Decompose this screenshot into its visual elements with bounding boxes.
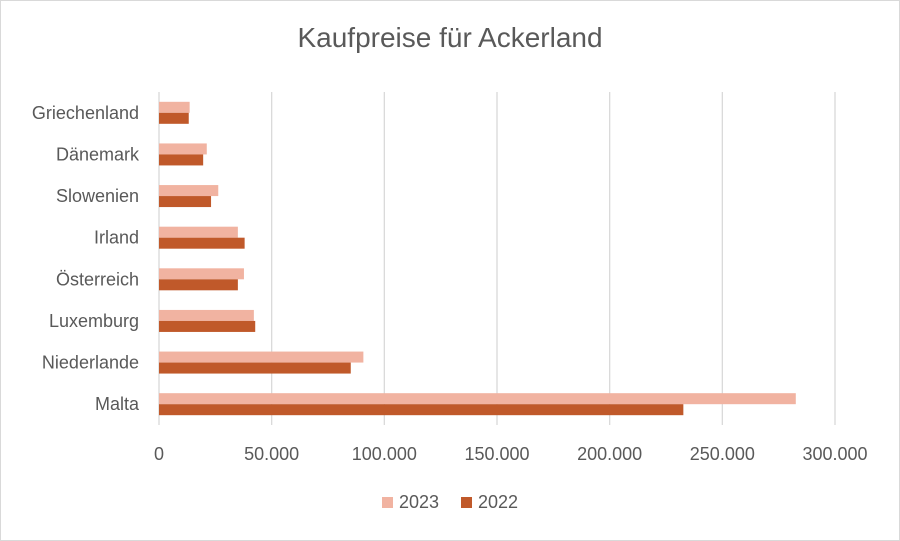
legend-swatch-2022: [461, 497, 472, 508]
y-tick-label: Irland: [94, 228, 139, 248]
bar-2022: [159, 237, 245, 249]
x-tick-label: 100.000: [352, 444, 417, 464]
y-tick-label: Griechenland: [32, 103, 139, 123]
bar-2023: [159, 185, 219, 197]
legend-label-2023: 2023: [398, 492, 439, 512]
bar-2022: [159, 320, 256, 332]
bar-2023: [159, 351, 364, 363]
bar-2022: [159, 362, 351, 374]
y-tick-label: Niederlande: [42, 353, 139, 373]
x-tick-label: 300.000: [802, 444, 867, 464]
legend-label-2022: 2022: [478, 492, 519, 512]
legend-item-2022: 2022: [461, 492, 518, 513]
legend-swatch-2023: [381, 497, 393, 508]
bar-2022: [159, 196, 212, 208]
y-tick-label: Luxemburg: [49, 311, 139, 331]
x-tick-label: 250.000: [690, 444, 755, 464]
y-tick-label: Dänemark: [56, 144, 140, 164]
bar-2022: [159, 279, 238, 291]
y-tick-label: Slowenien: [56, 186, 139, 206]
bar-2023: [159, 268, 244, 280]
bar-2023: [159, 393, 796, 405]
bar-2022: [159, 404, 684, 416]
bar-2023: [159, 226, 238, 238]
legend: 2023 2022: [0, 492, 900, 513]
y-tick-label: Malta: [95, 394, 140, 414]
bar-2022: [159, 112, 189, 124]
x-tick-label: 0: [154, 444, 164, 464]
y-tick-label: Österreich: [56, 269, 139, 289]
legend-item-2023: 2023: [381, 492, 439, 513]
bar-2023: [159, 143, 207, 155]
bar-2023: [159, 101, 190, 113]
bar-2022: [159, 154, 204, 166]
x-tick-label: 200.000: [577, 444, 642, 464]
bar-2023: [159, 309, 254, 321]
x-tick-label: 50.000: [244, 444, 299, 464]
chart-title: Kaufpreise für Ackerland: [297, 22, 603, 53]
x-tick-label: 150.000: [464, 444, 529, 464]
